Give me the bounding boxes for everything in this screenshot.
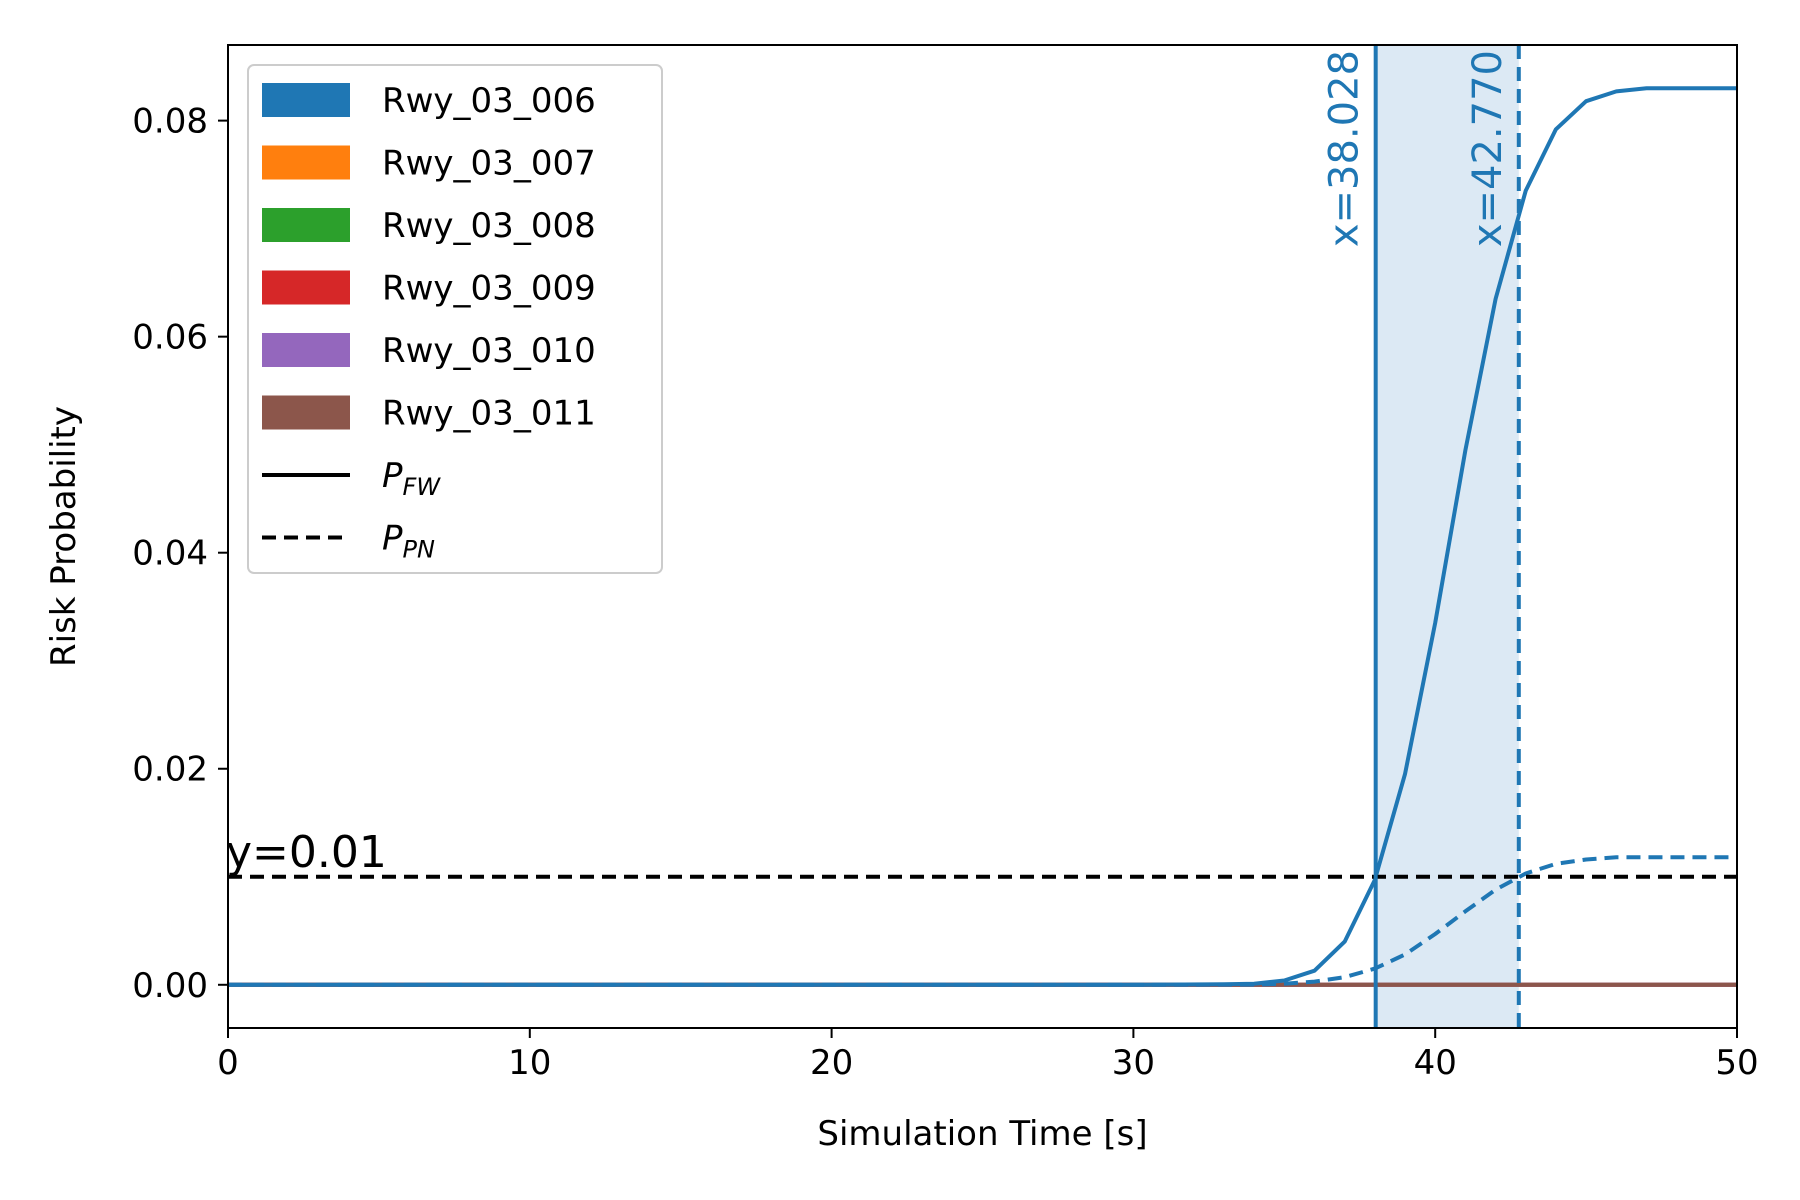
marker-label-1: x=38.028 xyxy=(1322,50,1368,247)
marker-label-2: x=42.770 xyxy=(1465,50,1511,247)
y-tick-label: 0.08 xyxy=(132,102,208,142)
plot-frame xyxy=(227,44,1738,1029)
legend-label-rwy-03-010: Rwy_03_010 xyxy=(382,331,596,371)
series-line-rwy-03-006-p-pn xyxy=(228,855,1737,987)
x-tick-label: 30 xyxy=(1112,1043,1155,1083)
x-tick-label: 20 xyxy=(810,1043,853,1083)
y-tick-label: 0.06 xyxy=(132,318,208,358)
legend-label-rwy-03-009: Rwy_03_009 xyxy=(382,269,596,309)
x-tick-label: 50 xyxy=(1715,1043,1758,1083)
legend-swatch-rwy-03-011 xyxy=(262,395,350,430)
y-tick-label: 0.02 xyxy=(132,750,208,790)
shaded-region xyxy=(1375,45,1519,1028)
x-tick-label: 10 xyxy=(508,1043,551,1083)
legend-label-rwy-03-007: Rwy_03_007 xyxy=(382,144,596,184)
y-axis-label: Risk Probability xyxy=(44,406,84,667)
legend-swatch-rwy-03-007 xyxy=(262,145,350,180)
y-tick-label: 0.00 xyxy=(132,966,208,1006)
legend-swatch-rwy-03-010 xyxy=(262,333,350,367)
y-tick-label: 0.04 xyxy=(132,534,208,574)
legend-swatch-rwy-03-006 xyxy=(262,83,350,117)
legend-label-rwy-03-008: Rwy_03_008 xyxy=(382,206,596,246)
legend-swatch-rwy-03-008 xyxy=(262,208,350,242)
legend-label-rwy-03-006: Rwy_03_006 xyxy=(382,81,596,121)
legend-label-p-pn: PPN xyxy=(382,519,435,564)
legend-label-rwy-03-011: Rwy_03_011 xyxy=(382,394,596,434)
legend-label-p-fw: PFW xyxy=(382,456,441,501)
threshold-label: y=0.01 xyxy=(226,827,387,878)
legend-box xyxy=(247,64,663,574)
x-axis-label: Simulation Time [s] xyxy=(817,1114,1147,1154)
x-tick-label: 40 xyxy=(1414,1043,1457,1083)
legend: Rwy_03_006 Rwy_03_007 Rwy_03_008 Rwy_03_009… xyxy=(247,64,663,574)
x-tick-label: 0 xyxy=(217,1043,239,1083)
legend-swatch-rwy-03-009 xyxy=(262,270,350,305)
